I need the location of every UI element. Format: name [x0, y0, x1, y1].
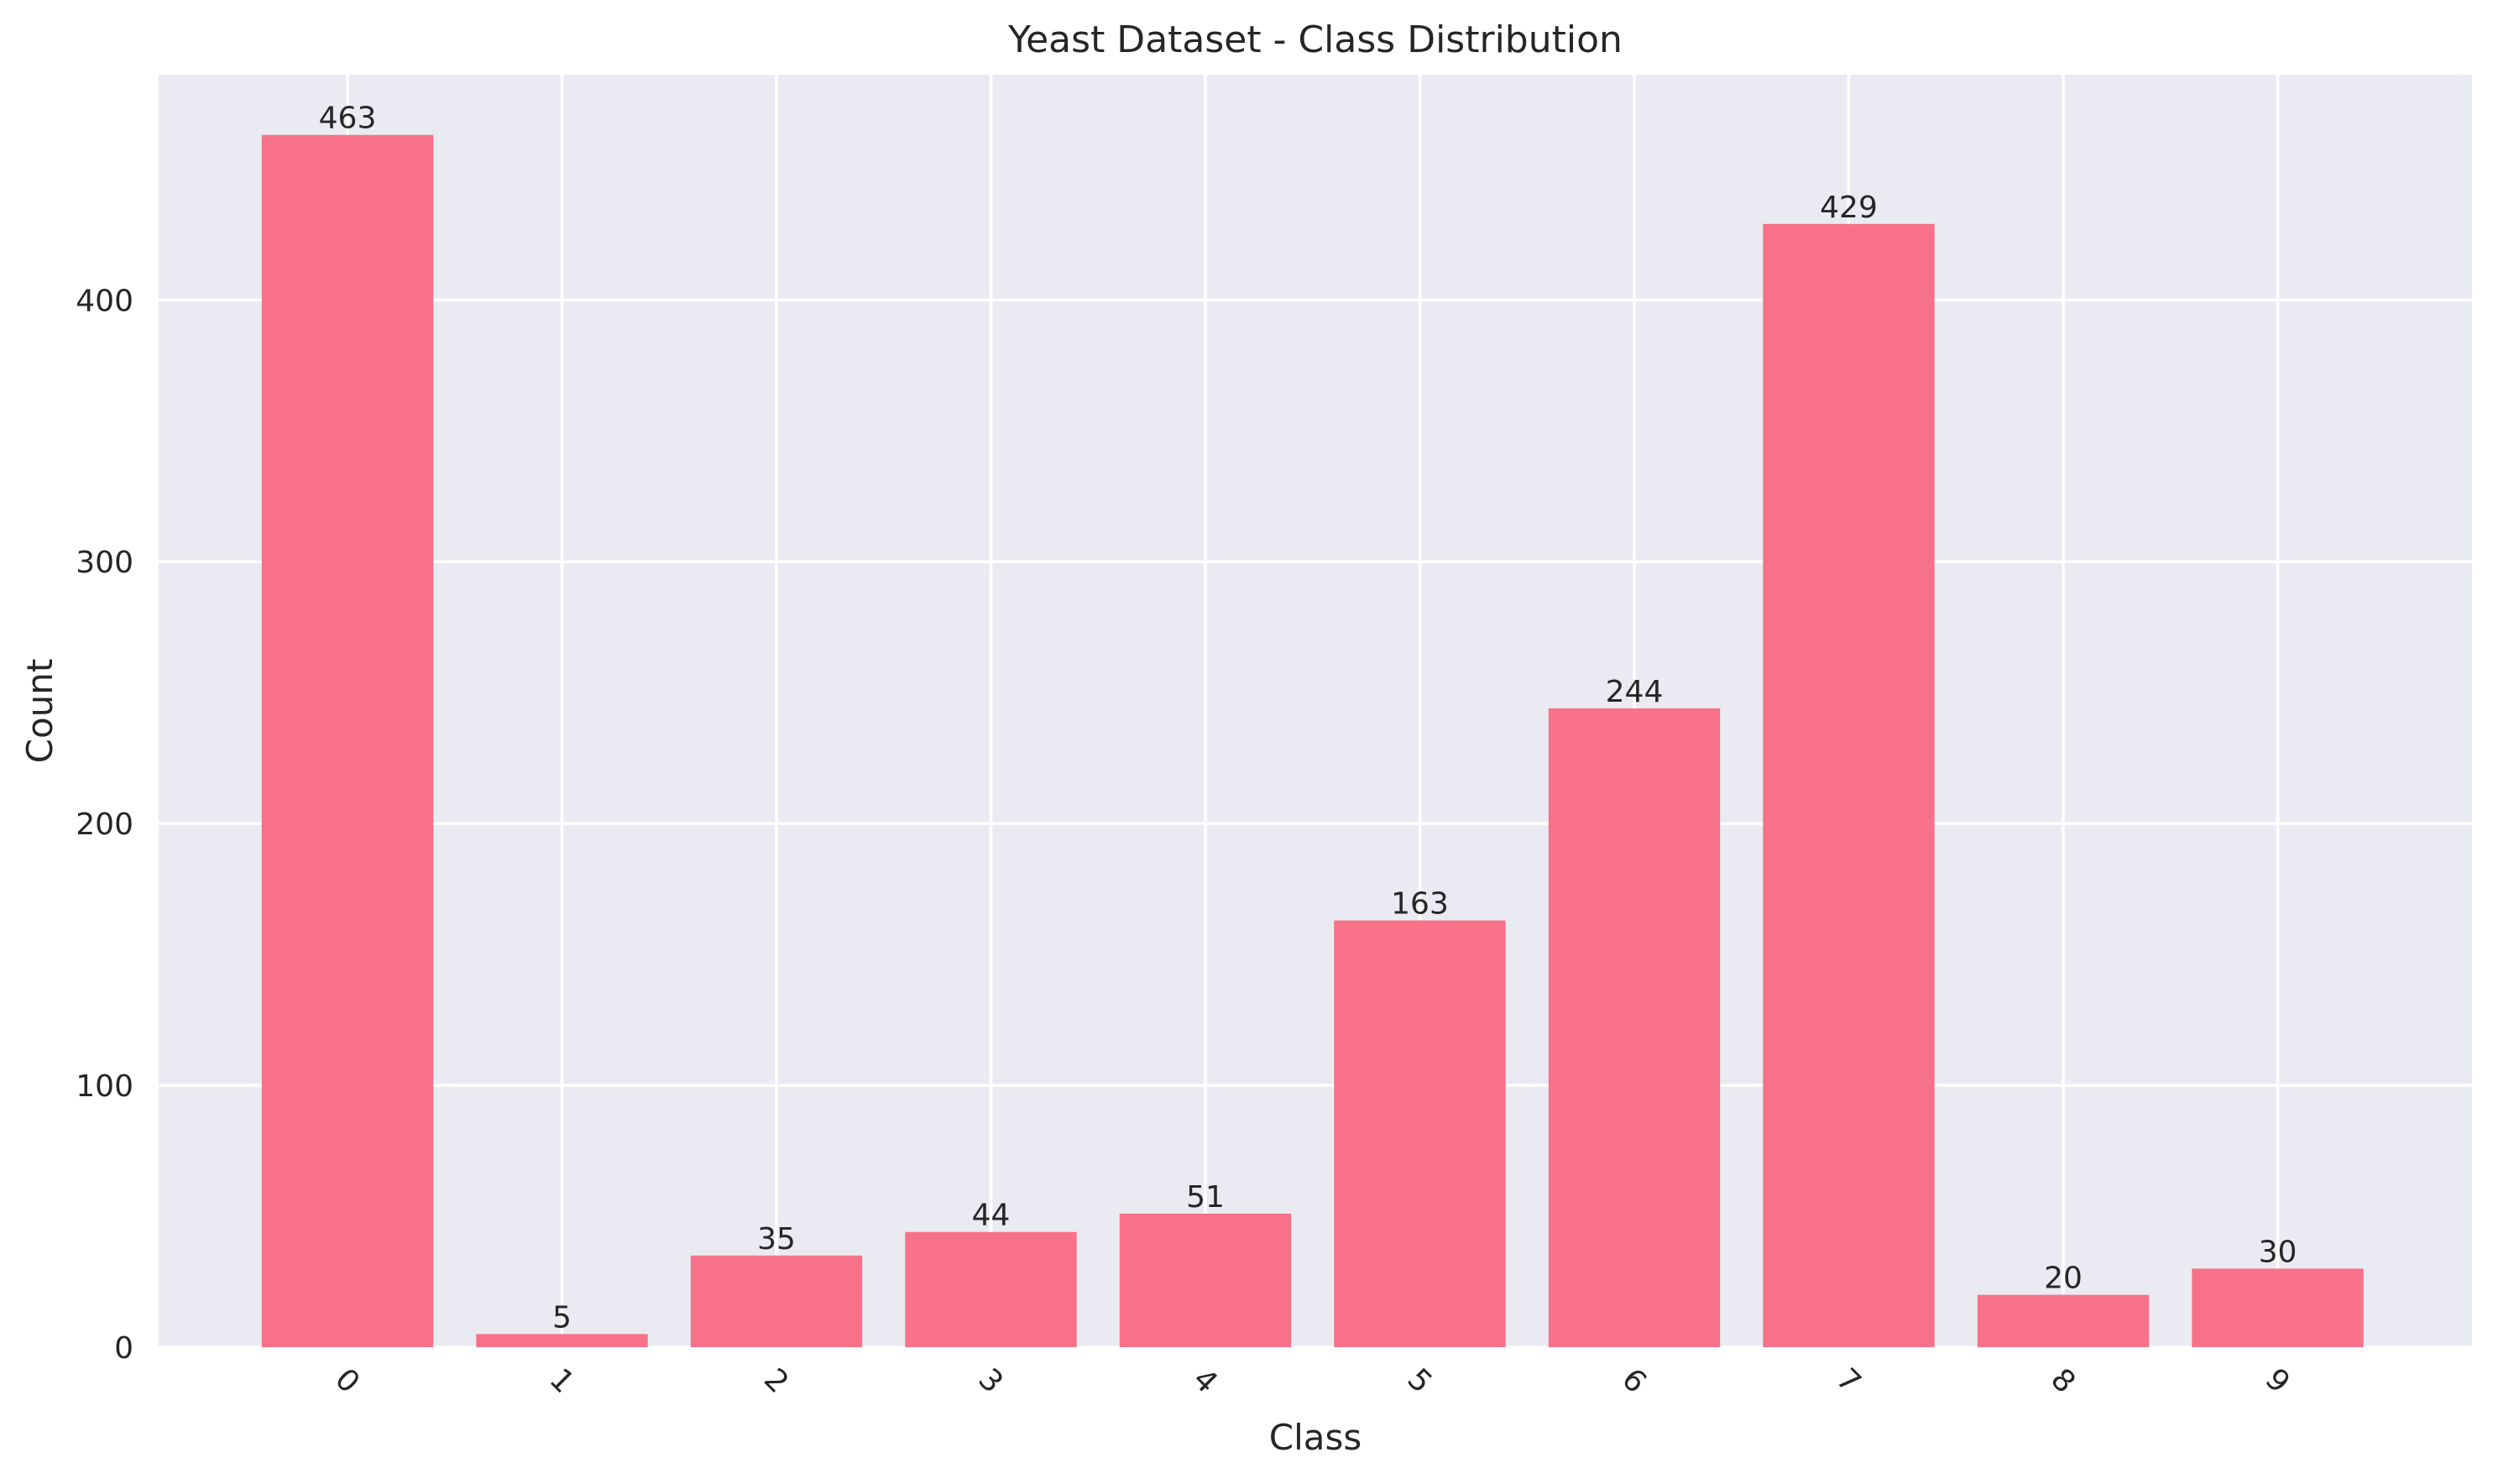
data-label: 44 [972, 1199, 1011, 1233]
chart-title: Yeast Dataset - Class Distribution [1007, 18, 1623, 61]
bar-class-8 [1977, 1294, 2150, 1347]
data-labels: 463 5 35 44 51 163 244 429 20 30 [319, 102, 2297, 1335]
x-tick-label: 1 [543, 1362, 581, 1400]
x-tick-labels: 0 1 2 3 4 5 6 7 8 9 [328, 1362, 2297, 1400]
x-tick-label: 9 [2259, 1362, 2297, 1400]
data-label: 51 [1186, 1180, 1225, 1215]
bars [261, 134, 2364, 1347]
x-tick-label: 4 [1186, 1362, 1224, 1400]
data-label: 463 [319, 102, 377, 136]
x-axis-label: Class [1269, 1417, 1362, 1458]
data-label: 20 [2044, 1262, 2083, 1296]
plot-area [159, 75, 2472, 1347]
bar-class-4 [1119, 1213, 1292, 1347]
y-tick-label: 0 [114, 1331, 133, 1366]
bar-class-2 [690, 1255, 863, 1347]
x-tick-label: 3 [972, 1362, 1010, 1400]
y-tick-label: 100 [76, 1069, 133, 1104]
bar-class-1 [476, 1334, 648, 1347]
y-tick-labels: 0 100 200 300 400 [76, 284, 133, 1366]
bar-class-3 [905, 1231, 1077, 1347]
y-tick-label: 200 [76, 807, 133, 842]
y-tick-label: 400 [76, 284, 133, 318]
data-label: 244 [1606, 675, 1664, 709]
x-tick-label: 7 [1830, 1362, 1868, 1400]
data-label: 35 [757, 1222, 796, 1257]
bar-class-0 [261, 134, 434, 1347]
data-label: 429 [1820, 191, 1878, 225]
x-tick-label: 8 [2044, 1362, 2082, 1400]
bar-class-6 [1548, 708, 1721, 1347]
x-tick-label: 6 [1615, 1362, 1653, 1400]
data-label: 5 [552, 1300, 572, 1335]
data-label: 163 [1391, 887, 1449, 922]
y-axis-label: Count [19, 659, 60, 764]
data-label: 30 [2259, 1235, 2297, 1269]
x-tick-label: 2 [757, 1362, 795, 1400]
bar-class-5 [1334, 920, 1506, 1347]
x-tick-label: 5 [1401, 1362, 1439, 1400]
bar-class-9 [2192, 1268, 2364, 1347]
y-tick-label: 300 [76, 546, 133, 580]
bar-class-7 [1763, 223, 1935, 1347]
x-tick-label: 0 [328, 1362, 366, 1400]
